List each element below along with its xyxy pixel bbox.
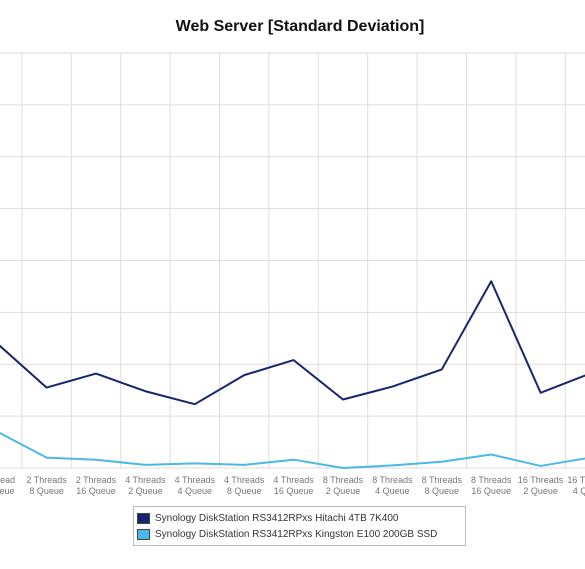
x-tick-label: 2 Threads [26, 475, 67, 485]
x-tick-label: 2 Queue [128, 486, 163, 496]
x-tick-label: 8 Threads [471, 475, 512, 485]
legend-item-hdd: Synology DiskStation RS3412RPxs Hitachi … [137, 510, 465, 526]
x-tick-label: 8 Queue [227, 486, 262, 496]
chart-title: Web Server [Standard Deviation] [175, 18, 425, 35]
legend-label-ssd: Synology DiskStation RS3412RPxs Kingston… [155, 528, 438, 540]
x-tick-label: 2 Queue [326, 486, 361, 496]
x-tick-label: 16 Threads [518, 475, 564, 485]
x-tick-label: 16 Queue [76, 486, 116, 496]
x-tick-label: 4 Threads [175, 475, 216, 485]
legend-swatch-hdd [137, 512, 150, 524]
x-tick-label: 8 Threads [323, 475, 364, 485]
legend: Synology DiskStation RS3412RPxs Hitachi … [133, 506, 466, 546]
x-tick-label: 16 Queue [471, 486, 511, 496]
x-tick-label: 2 Queue [523, 486, 558, 496]
x-tick-label: 4 Queue [375, 486, 410, 496]
series-line-0 [0, 280, 585, 406]
x-tick-label: 16 Threads [567, 475, 585, 485]
gridlines [0, 52, 585, 469]
x-tick-label: 2 Threads [76, 475, 117, 485]
x-tick-label: 16 Queue [274, 486, 314, 496]
legend-label-hdd: Synology DiskStation RS3412RPxs Hitachi … [155, 512, 399, 524]
series-line-1 [0, 432, 585, 469]
x-tick-label: 4 Threads [125, 475, 166, 485]
legend-item-ssd: Synology DiskStation RS3412RPxs Kingston… [137, 526, 465, 542]
legend-swatch-ssd [137, 528, 150, 540]
x-tick-label: 8 Queue [29, 486, 64, 496]
x-tick-label: 4 Queue [573, 486, 585, 496]
x-tick-label: 1 Thread [0, 475, 15, 485]
x-tick-label: 8 Threads [422, 475, 463, 485]
x-tick-label: 1 Queue [0, 486, 14, 496]
x-tick-label: 4 Queue [178, 486, 213, 496]
series-lines [0, 280, 585, 469]
x-tick-label: 4 Threads [224, 475, 265, 485]
x-tick-label: 8 Queue [425, 486, 460, 496]
x-tick-label: 4 Threads [273, 475, 314, 485]
x-tick-label: 8 Threads [372, 475, 413, 485]
